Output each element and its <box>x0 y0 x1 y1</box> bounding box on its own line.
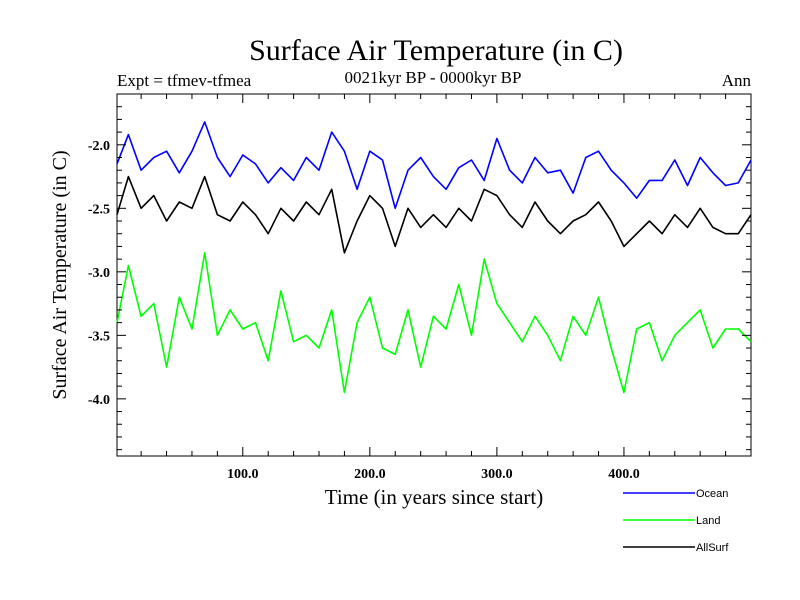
x-tick-label: 300.0 <box>481 467 513 482</box>
y-tick-label: -4.0 <box>88 393 110 408</box>
chart-title: Surface Air Temperature (in C) <box>249 34 623 67</box>
y-axis-label: Surface Air Temperature (in C) <box>49 150 71 399</box>
x-axis-label: Time (in years since start) <box>325 485 544 509</box>
x-tick-label: 400.0 <box>608 467 640 482</box>
series-line-land <box>116 252 752 394</box>
legend-label-allsurf: AllSurf <box>696 542 729 554</box>
y-tick-label: -3.0 <box>88 266 110 281</box>
chart-left-label: Expt = tfmev-tfmea <box>117 71 252 90</box>
x-tick-label: 200.0 <box>354 467 386 482</box>
x-tick-label: 100.0 <box>227 467 259 482</box>
y-tick-label: -2.0 <box>88 139 110 154</box>
legend-label-ocean: Ocean <box>696 488 728 500</box>
series-line-ocean <box>116 121 752 210</box>
x-axis: 100.0 200.0 300.0 400.0 <box>140 94 727 482</box>
series-line-allsurf <box>116 175 752 254</box>
chart-right-label: Ann <box>722 71 752 90</box>
y-tick-label: -2.5 <box>88 202 110 217</box>
plot-area-frame <box>116 93 752 457</box>
legend-label-land: Land <box>696 515 720 527</box>
y-axis: -4.0 -3.5 -3.0 -2.5 -2.0 <box>88 106 751 451</box>
y-tick-label: -3.5 <box>88 329 110 344</box>
chart-subtitle: 0021kyr BP - 0000kyr BP <box>345 68 522 87</box>
legend: Ocean Land AllSurf <box>623 488 729 554</box>
series-layer <box>116 121 752 394</box>
